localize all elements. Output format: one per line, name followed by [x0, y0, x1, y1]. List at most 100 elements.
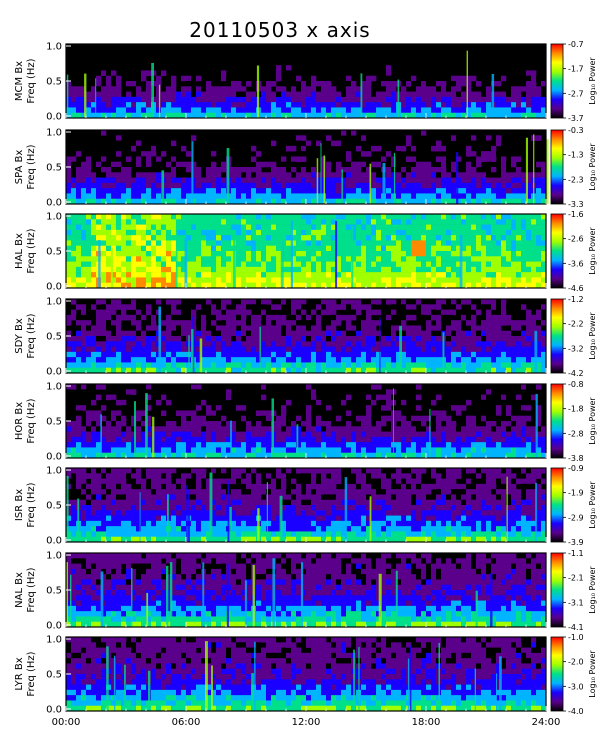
burst-mark	[211, 665, 213, 711]
burst-mark	[77, 498, 80, 542]
y-axis-label-station: SPA Bx	[14, 150, 25, 185]
burst-mark	[378, 573, 382, 627]
burst-mark	[191, 141, 194, 204]
burst-mark	[360, 73, 363, 118]
burst-mark	[110, 247, 113, 288]
burst-mark	[256, 65, 260, 118]
panel-hal: 0.0 0.5 1.0 HAL Bx Freq (Hz) -1.6 -2.6 -3.6 -4.6…	[14, 210, 597, 293]
burst-mark	[252, 565, 255, 627]
y-tick-label: 0.0	[46, 282, 62, 293]
colorbar-tick-label: -3.8	[568, 454, 584, 463]
burst-mark	[134, 401, 136, 458]
panel-spa: 0.0 0.5 1.0 SPA Bx Freq (Hz) -0.3 -1.3 -2.3 -3.3…	[14, 126, 597, 209]
burst-mark	[525, 137, 528, 204]
colorbar-tick-label: -1.6	[568, 210, 584, 219]
burst-mark	[369, 163, 372, 204]
burst-mark	[351, 225, 354, 288]
burst-mark	[393, 152, 396, 204]
colorbar-tick-label: -0.3	[568, 126, 584, 135]
y-tick-label: 0.0	[46, 705, 62, 716]
panel-mcm: 0.0 0.5 1.0 MCM Bx Freq (Hz) -0.7 -1.7 -2.7 -3.7…	[14, 40, 597, 123]
x-tick-label: 24:00	[532, 717, 561, 728]
spectrogram-cells	[66, 553, 547, 628]
burst-mark	[84, 73, 87, 118]
colorbar-tick-label: -2.8	[568, 429, 584, 438]
y-tick-label: 1.0	[46, 551, 62, 562]
burst-mark	[272, 558, 276, 627]
burst-mark	[124, 664, 126, 711]
colorbar	[550, 552, 564, 628]
colorbar-label: Log₁₀ Power	[588, 397, 597, 445]
colorbar-tick-label: -1.8	[568, 405, 584, 414]
colorbar	[550, 213, 564, 289]
colorbar-label: Log₁₀ Power	[588, 227, 597, 275]
burst-mark	[393, 388, 394, 458]
burst-mark	[335, 221, 338, 288]
burst-mark	[166, 565, 169, 627]
colorbar	[550, 467, 564, 543]
burst-mark	[106, 646, 109, 711]
y-tick-label: 0.5	[46, 586, 62, 597]
chart-title: 20110503 x axis	[189, 18, 371, 42]
burst-mark	[169, 562, 173, 627]
y-axis-label-freq: Freq (Hz)	[26, 228, 37, 273]
x-tick-label: 06:00	[172, 717, 201, 728]
y-tick-label: 1.0	[46, 635, 62, 646]
burst-mark	[456, 152, 459, 204]
colorbar	[550, 129, 564, 205]
burst-mark	[209, 472, 213, 542]
burst-mark	[100, 571, 104, 627]
burst-mark	[429, 408, 431, 458]
spectrogram-cells	[66, 130, 547, 205]
burst-mark	[66, 562, 68, 627]
burst-mark	[161, 170, 165, 204]
y-tick-label: 1.0	[46, 382, 62, 393]
x-tick-label: 12:00	[292, 717, 321, 728]
y-tick-label: 0.5	[46, 332, 62, 343]
colorbar-tick-label: -0.7	[568, 40, 584, 49]
colorbar-tick-label: -2.1	[568, 574, 584, 583]
colorbar-tick-label: -2.2	[568, 320, 584, 329]
x-tick-label: 00:00	[52, 717, 81, 728]
y-axis-label-freq: Freq (Hz)	[26, 58, 37, 103]
spectrogram-cells	[66, 468, 547, 543]
burst-mark	[131, 567, 133, 627]
burst-mark	[369, 496, 372, 542]
burst-mark	[152, 416, 155, 458]
burst-mark	[409, 645, 412, 711]
colorbar	[550, 43, 564, 119]
x-tick-label: 18:00	[412, 717, 441, 728]
y-tick-label: 0.0	[46, 621, 62, 632]
colorbar-label: Log₁₀ Power	[588, 650, 597, 698]
y-axis-label-freq: Freq (Hz)	[26, 313, 37, 358]
burst-mark	[146, 592, 149, 627]
burst-mark	[244, 580, 247, 627]
colorbar-label: Log₁₀ Power	[588, 481, 597, 529]
colorbar-tick-label: -1.1	[568, 549, 584, 558]
burst-mark	[230, 420, 232, 458]
burst-mark	[358, 647, 360, 711]
burst-mark	[205, 641, 208, 711]
burst-mark	[475, 590, 478, 627]
burst-mark	[459, 235, 463, 288]
y-axis-label-station: NAL Bx	[14, 572, 25, 608]
burst-mark	[233, 237, 236, 288]
colorbar	[550, 383, 564, 459]
burst-mark	[175, 224, 178, 288]
spectrogram-cells	[66, 299, 547, 374]
y-tick-label: 0.0	[46, 112, 62, 123]
y-tick-label: 1.0	[46, 212, 62, 223]
y-axis-label-freq: Freq (Hz)	[26, 567, 37, 612]
burst-mark	[271, 398, 274, 458]
colorbar-tick-label: -3.3	[568, 200, 584, 209]
y-axis-label-station: HAL Bx	[14, 233, 25, 269]
burst-mark	[167, 494, 169, 542]
colorbar-tick-label: -1.3	[568, 151, 584, 160]
burst-mark	[344, 477, 348, 542]
burst-mark	[266, 482, 268, 542]
colorbar	[550, 636, 564, 712]
burst-mark	[506, 476, 508, 542]
colorbar-tick-label: -4.0	[568, 707, 584, 716]
y-axis-label-station: SDY Bx	[14, 318, 25, 354]
burst-mark	[113, 655, 116, 711]
